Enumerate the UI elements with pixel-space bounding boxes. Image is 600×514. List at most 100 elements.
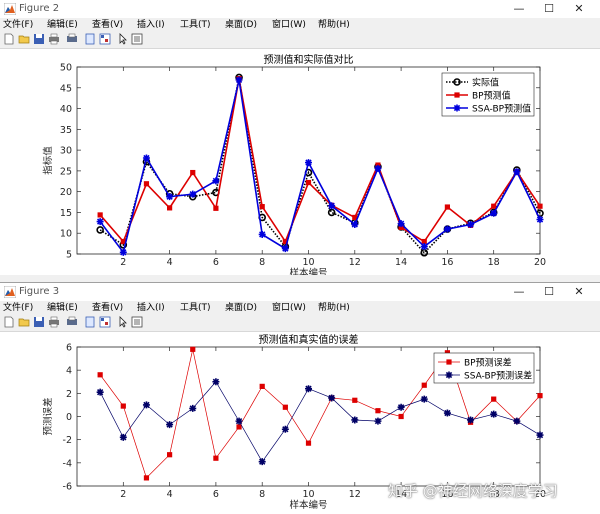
data-point [536,431,544,439]
link-plot-icon[interactable] [84,33,96,45]
menu-view[interactable]: 查看(V) [92,303,124,313]
data-point [490,209,498,217]
data-point [351,416,359,424]
menu-help[interactable]: 帮助(H) [318,20,350,30]
x-axis-label: 样本编号 [289,499,327,511]
save-icon[interactable] [33,316,45,328]
menu-window[interactable]: 窗口(W) [272,20,306,30]
title-bar[interactable]: Figure 2 — ☐ ✕ [0,0,600,18]
pointer-arrow-icon[interactable] [117,316,129,328]
data-point [397,220,405,228]
y-tick-label: -6 [63,482,72,493]
data-point [374,417,382,425]
data-point [142,401,150,409]
data-point [97,212,103,218]
toolbar [0,32,600,49]
save-icon[interactable] [33,33,45,45]
menu-tools[interactable]: 工具(T) [180,303,211,313]
minimize-button[interactable]: — [513,285,525,298]
data-point [421,382,427,388]
link-plot-icon[interactable] [84,316,96,328]
y-tick-label: 20 [60,187,72,198]
figure-canvas: 预测值和真实值的误差 2 4 6 8 10 12 14 16 18 20 -6 -4 -2 0 2 4 6 样本编号… [0,332,600,514]
print-icon[interactable] [48,316,60,328]
maximize-button[interactable]: ☐ [544,2,554,15]
title-bar[interactable]: Figure 3 — ☐ ✕ [0,283,600,301]
data-point [327,208,336,217]
menu-edit[interactable]: 编辑(E) [47,20,78,30]
x-tick-label: 20 [534,257,546,268]
new-file-icon[interactable] [3,316,15,328]
legend-marker [454,92,460,98]
maximize-button[interactable]: ☐ [544,285,554,298]
series-line [99,77,541,254]
series-line [99,381,541,463]
legend-marker [453,104,461,112]
menu-help[interactable]: 帮助(H) [318,303,350,313]
data-point [420,243,428,251]
menu-edit[interactable]: 编辑(E) [47,303,78,313]
insert-colorbar-icon[interactable] [99,33,111,45]
x-tick-label: 10 [302,489,314,500]
window-title: Figure 3 [19,286,60,297]
open-folder-icon[interactable] [18,316,30,328]
data-point [328,394,336,402]
x-tick-label: 10 [302,257,314,268]
print-preview-icon[interactable] [66,33,78,45]
x-tick-label: 16 [441,489,453,500]
menu-bar: 文件(F) 编辑(E) 查看(V) 插入(I) 工具(T) 桌面(D) 窗口(W… [0,301,600,315]
print-preview-icon[interactable] [66,316,78,328]
data-point [537,203,543,209]
insert-colorbar-icon[interactable] [99,316,111,328]
minimize-button[interactable]: — [513,2,525,15]
y-tick-label: 40 [60,104,72,115]
property-editor-icon[interactable] [131,33,143,45]
close-button[interactable]: ✕ [574,285,584,298]
legend-box [433,352,535,384]
data-point [536,216,544,224]
data-point [259,204,265,210]
data-point [96,218,104,226]
data-point [96,388,104,396]
open-folder-icon[interactable] [18,33,30,45]
data-point [259,383,265,389]
toolbar [0,315,600,332]
data-point [97,372,103,378]
data-point [119,248,127,256]
data-point [443,225,451,233]
matlab-figure-icon [4,3,16,15]
data-point [281,425,289,433]
menu-tools[interactable]: 工具(T) [180,20,211,30]
data-point [467,220,475,228]
data-point [282,404,288,410]
menu-desktop[interactable]: 桌面(D) [225,303,257,313]
y-tick-label: -4 [63,458,72,469]
property-editor-icon[interactable] [131,316,143,328]
menu-desktop[interactable]: 桌面(D) [225,20,257,30]
y-tick-label: 0 [66,412,72,423]
menu-window[interactable]: 窗口(W) [272,303,306,313]
x-tick-label: 14 [395,489,407,500]
close-button[interactable]: ✕ [574,2,584,15]
y-axis-label: 指标值 [42,146,54,175]
menu-file[interactable]: 文件(F) [3,20,34,30]
data-point [189,404,197,412]
menu-insert[interactable]: 插入(I) [137,20,165,30]
menu-view[interactable]: 查看(V) [92,20,124,30]
pointer-arrow-icon[interactable] [117,33,129,45]
x-tick-label: 18 [488,257,500,268]
x-axis-label: 样本编号 [289,267,327,275]
x-tick-label: 2 [120,489,126,500]
new-file-icon[interactable] [3,33,15,45]
menu-insert[interactable]: 插入(I) [137,303,165,313]
data-point [258,230,266,238]
x-tick-label: 4 [167,257,173,268]
menu-file[interactable]: 文件(F) [3,303,34,313]
data-point [305,385,312,393]
series-3 [96,76,544,256]
data-point [491,203,497,209]
print-icon[interactable] [48,33,60,45]
figure-canvas: 预测值和实际值对比 2 4 6 8 10 12 14 16 18 20 5 10 15 20 25 30 35 40… [0,49,600,275]
x-tick-label: 12 [349,489,361,500]
